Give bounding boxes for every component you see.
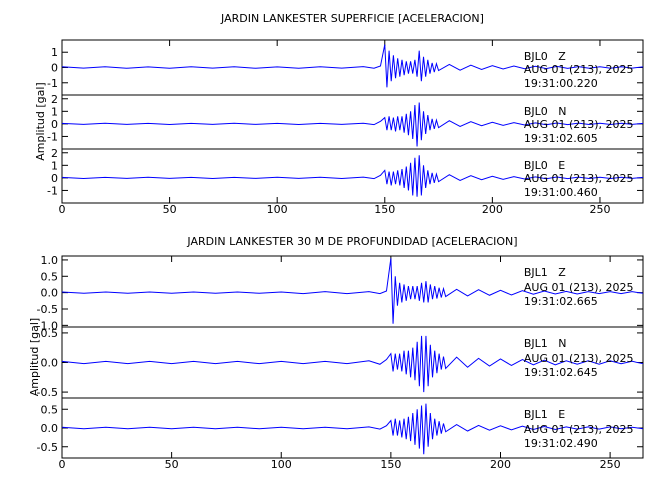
waveform	[61, 102, 644, 147]
y-axis-label: Amplitud [gal]	[34, 82, 47, 160]
y-tick-label: 1	[51, 46, 58, 59]
y-tick-label: 1	[51, 159, 58, 172]
y-tick-label: 1.0	[41, 254, 59, 267]
x-tick-label: 150	[380, 458, 401, 471]
y-tick-label: 2	[51, 93, 58, 106]
y-tick-label: -0.5	[37, 441, 58, 454]
y-tick-label: 0	[51, 172, 58, 185]
x-tick-label: 0	[59, 458, 66, 471]
station-label: BJL1 N	[524, 337, 567, 350]
y-tick-label: -1.0	[37, 319, 58, 332]
x-tick-label: 250	[600, 458, 621, 471]
date-label: AUG 01 (213), 2025	[524, 118, 634, 131]
waveform	[61, 44, 644, 88]
y-tick-label: 0.5	[41, 403, 59, 416]
y-tick-label: 0.0	[41, 357, 59, 370]
station-label: BJL1 E	[524, 408, 565, 421]
y-tick-label: 0.0	[41, 422, 59, 435]
waveform	[61, 155, 644, 197]
date-label: AUG 01 (213), 2025	[524, 423, 634, 436]
x-tick-label: 50	[165, 458, 179, 471]
x-tick-label: 200	[482, 203, 503, 216]
y-tick-label: 0	[51, 62, 58, 75]
y-tick-label: -0.5	[37, 386, 58, 399]
date-label: AUG 01 (213), 2025	[524, 172, 634, 185]
time-label: 19:31:00.220	[524, 77, 598, 90]
time-label: 19:31:02.490	[524, 437, 598, 450]
x-tick-label: 100	[271, 458, 292, 471]
date-label: AUG 01 (213), 2025	[524, 352, 634, 365]
y-tick-label: -1	[47, 77, 58, 90]
date-label: AUG 01 (213), 2025	[524, 281, 634, 294]
y-tick-label: 0.5	[41, 327, 59, 340]
x-tick-label: 50	[163, 203, 177, 216]
x-tick-label: 200	[490, 458, 511, 471]
waveform	[61, 403, 644, 455]
x-tick-label: 150	[374, 203, 395, 216]
waveform	[61, 258, 644, 324]
waveform	[61, 335, 644, 393]
y-tick-label: -0.5	[37, 303, 58, 316]
y-tick-label: -1	[47, 184, 58, 197]
station-label: BJL0 E	[524, 159, 565, 172]
y-tick-label: 1	[51, 105, 58, 118]
x-tick-label: 0	[59, 203, 66, 216]
time-label: 19:31:02.665	[524, 295, 598, 308]
y-tick-label: 2	[51, 147, 58, 160]
y-tick-label: 0.0	[41, 287, 59, 300]
time-label: 19:31:02.645	[524, 366, 598, 379]
x-tick-label: 100	[267, 203, 288, 216]
time-label: 19:31:00.460	[524, 186, 598, 199]
y-tick-label: 0.5	[41, 270, 59, 283]
chart-title: JARDIN LANKESTER SUPERFICIE [ACELERACION…	[220, 12, 484, 25]
y-axis-label: Amplitud [gal]	[28, 318, 41, 396]
panel-frame	[61, 148, 644, 204]
station-label: BJL0 N	[524, 105, 567, 118]
x-tick-label: 250	[589, 203, 610, 216]
station-label: BJL1 Z	[524, 266, 566, 279]
station-label: BJL0 Z	[524, 50, 566, 63]
y-tick-label: -1	[47, 130, 58, 143]
time-label: 19:31:02.605	[524, 132, 598, 145]
chart-title: JARDIN LANKESTER 30 M DE PROFUNDIDAD [AC…	[186, 235, 517, 248]
date-label: AUG 01 (213), 2025	[524, 63, 634, 76]
y-tick-label: 0	[51, 118, 58, 131]
